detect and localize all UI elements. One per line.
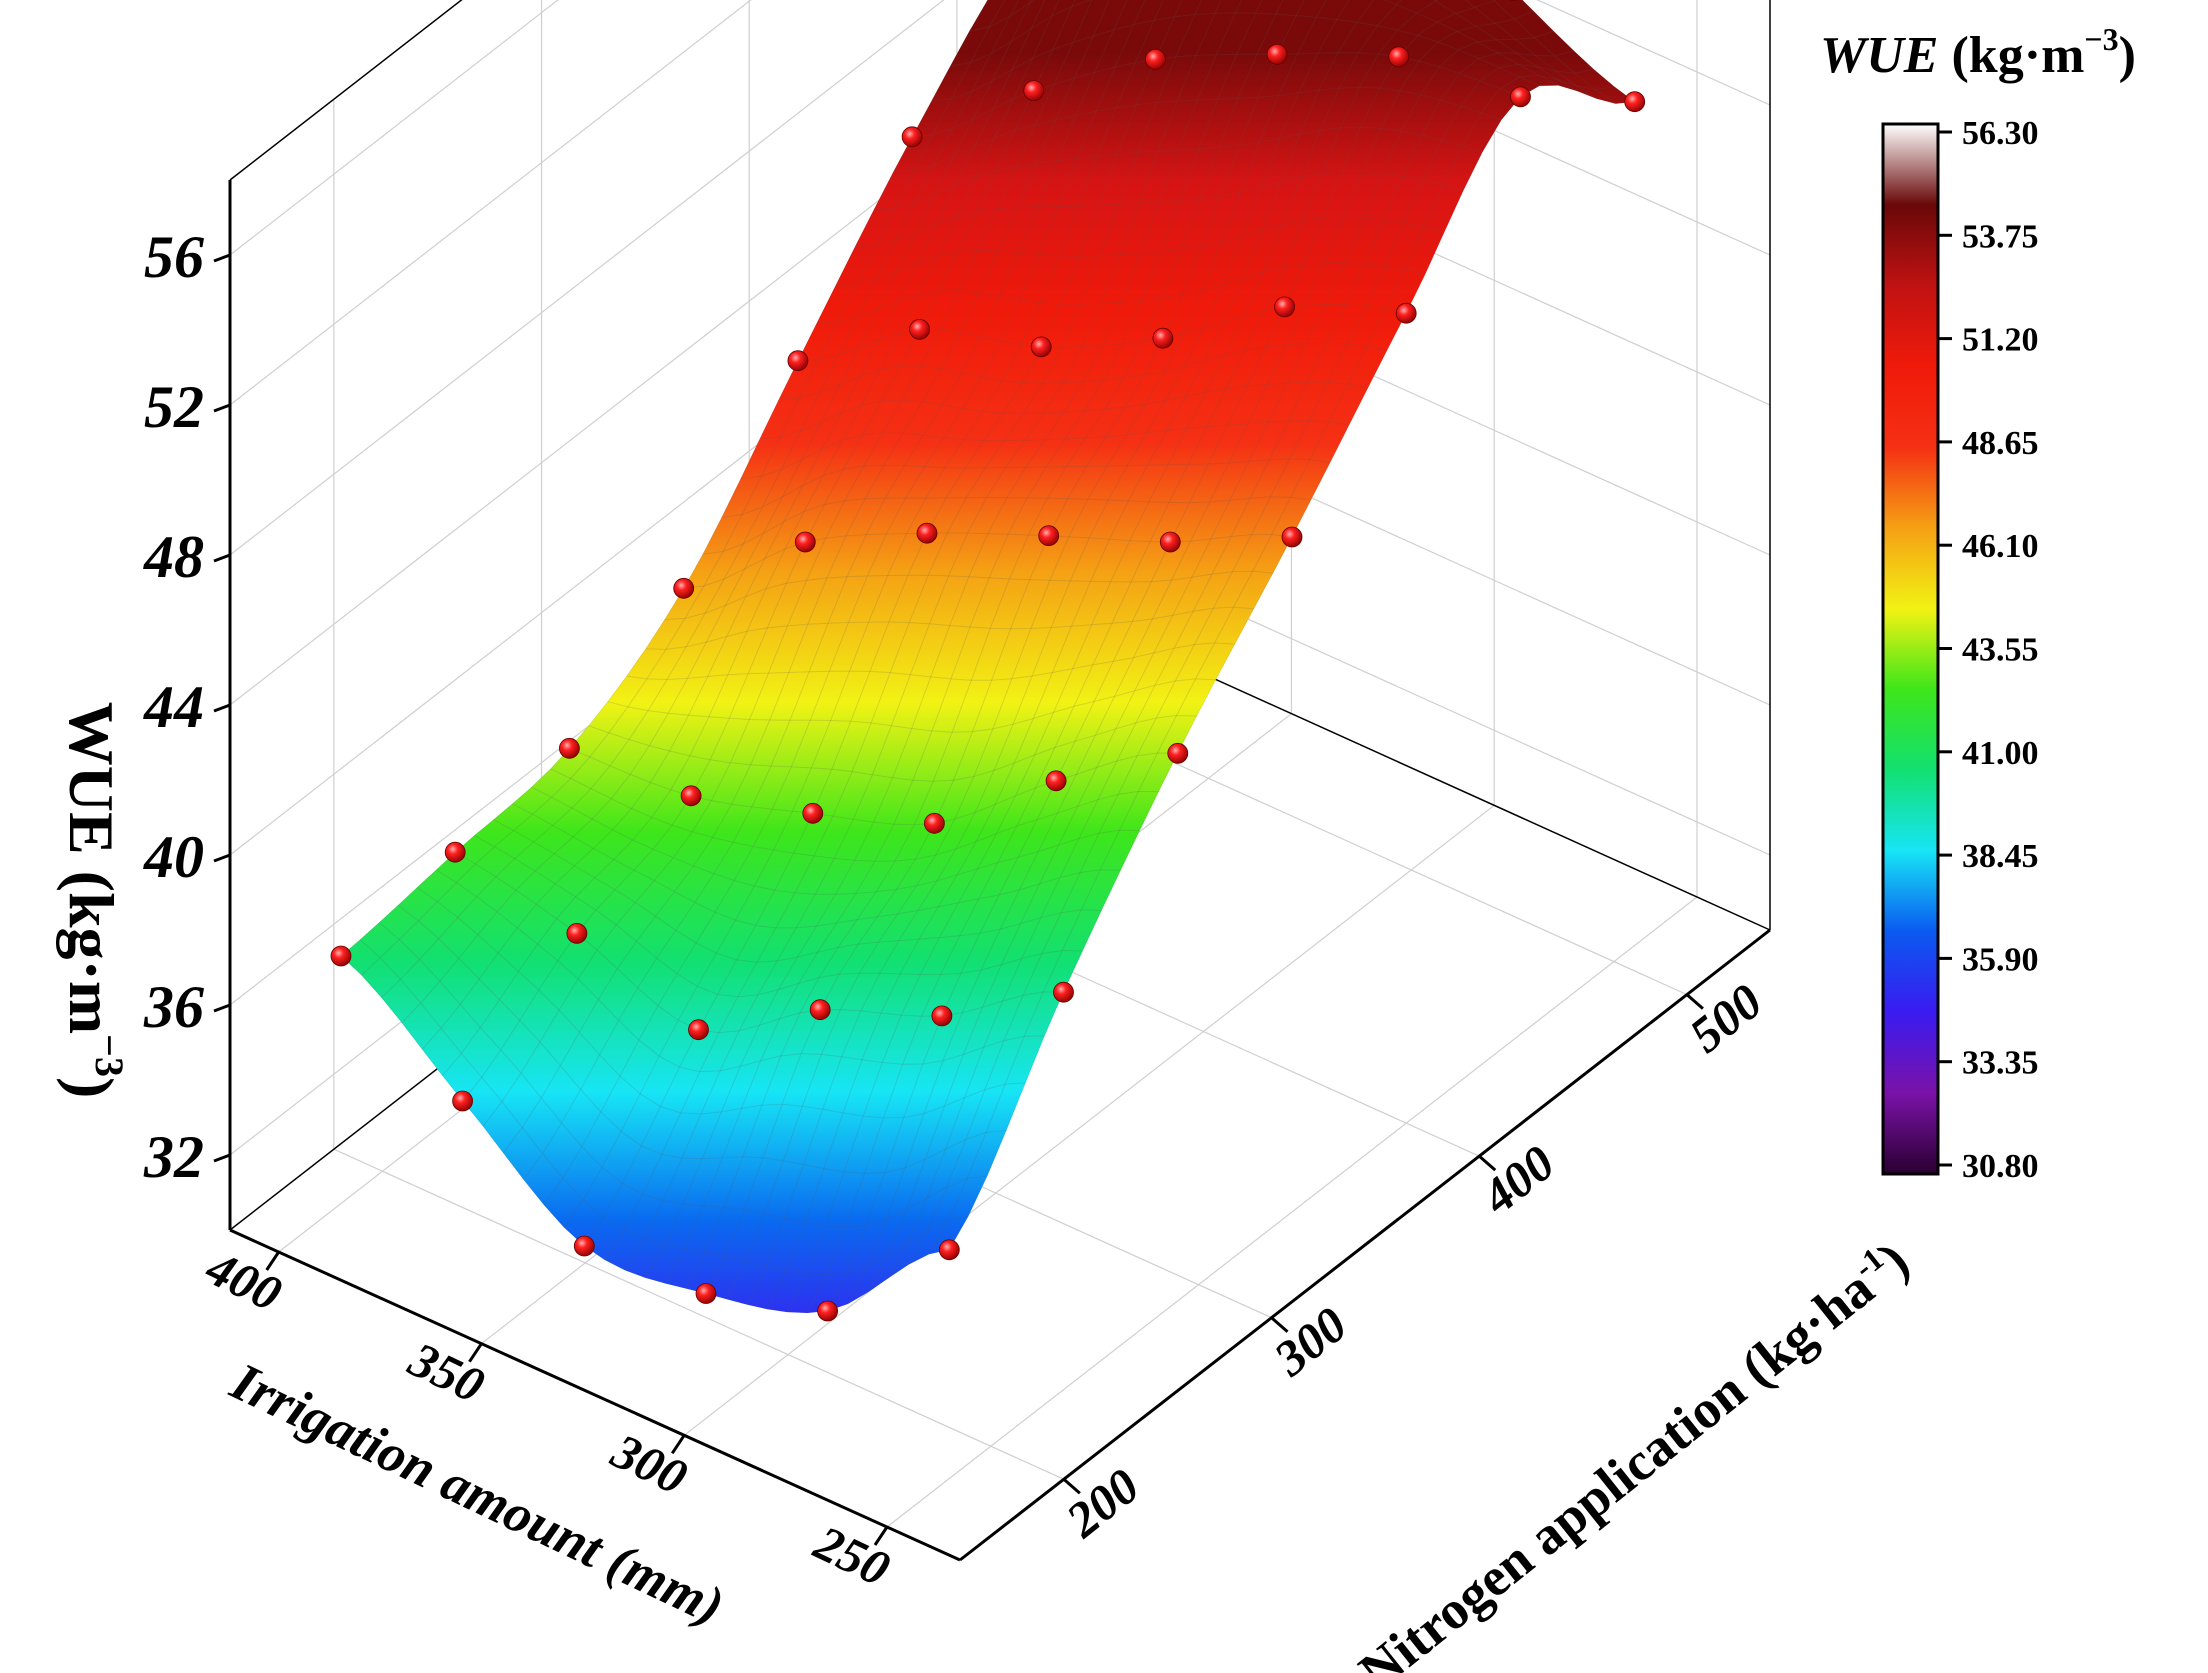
data-point — [916, 522, 938, 544]
y-tick-label: 200 — [1055, 1457, 1149, 1548]
data-point — [452, 1090, 474, 1112]
colorbar-tick-label: 53.75 — [1962, 218, 2039, 255]
z-tick-label: 56 — [144, 224, 204, 290]
colorbar-tick-label: 56.30 — [1962, 115, 2039, 152]
data-point — [924, 812, 945, 834]
y-tick-label: 400 — [1470, 1134, 1564, 1225]
y-tick-label: 300 — [1263, 1296, 1357, 1387]
z-tick-label: 40 — [143, 824, 204, 890]
z-tick-label: 52 — [144, 374, 204, 440]
colorbar-tick-label: 43.55 — [1962, 632, 2039, 669]
colorbar-tick-label: 51.20 — [1962, 322, 2039, 359]
y-axis-title: Nitrogen application (kg·ha-1) — [1347, 1229, 1919, 1673]
colorbar-tick-label: 35.90 — [1962, 941, 2039, 978]
z-tick-label: 44 — [143, 674, 204, 740]
data-point — [1274, 296, 1295, 318]
data-point — [1145, 48, 1166, 70]
data-point — [1167, 742, 1189, 764]
data-point — [673, 577, 695, 599]
colorbar-tick-label: 41.00 — [1962, 735, 2039, 772]
colorbar-tick-label: 46.10 — [1962, 528, 2039, 565]
data-point — [909, 318, 930, 340]
colorbar-tick-label: 30.80 — [1962, 1148, 2039, 1185]
data-point — [566, 923, 588, 944]
data-point — [1053, 981, 1074, 1003]
data-point — [1388, 46, 1410, 68]
data-point — [559, 737, 580, 759]
z-axis-title: WUE (kg·m−3) — [56, 702, 132, 1099]
z-tick-label: 32 — [143, 1124, 204, 1190]
data-point — [938, 1239, 960, 1261]
observed-points — [330, 0, 1646, 1322]
data-point — [680, 785, 702, 807]
data-point — [1030, 336, 1052, 358]
data-point — [1023, 80, 1045, 101]
data-point — [1045, 770, 1067, 792]
colorbar-legend: WUE (kg·m−3) 56.30 53.75 51.20 48.65 46.10 43… — [1820, 21, 2136, 1185]
data-point — [1510, 86, 1531, 108]
data-point — [1395, 302, 1417, 324]
data-point — [787, 350, 809, 372]
data-point — [931, 1005, 953, 1027]
data-point — [1508, 0, 1518, 1]
colorbar-gradient — [1881, 122, 1940, 1176]
colorbar-tick-label: 33.35 — [1962, 1045, 2039, 1082]
data-point — [1152, 327, 1174, 349]
data-point — [1159, 531, 1181, 553]
data-point — [573, 1235, 595, 1257]
data-point — [444, 841, 466, 863]
colorbar-title: WUE (kg·m−3) — [1820, 21, 2136, 84]
data-point — [1266, 43, 1288, 65]
data-point — [330, 945, 352, 967]
colorbar-tick-label: 38.45 — [1962, 838, 2039, 875]
y-tick-label: 500 — [1679, 973, 1773, 1064]
data-point — [802, 802, 824, 824]
z-tick-label: 48 — [143, 524, 204, 590]
data-point — [809, 999, 831, 1021]
z-tick-label: 36 — [143, 974, 204, 1040]
data-point — [1624, 91, 1646, 113]
data-point — [695, 1283, 717, 1304]
data-point — [688, 1019, 709, 1041]
data-point — [1038, 525, 1060, 547]
data-point — [817, 1300, 838, 1322]
data-point — [1281, 526, 1303, 548]
data-point — [794, 531, 816, 553]
colorbar-tick-label: 48.65 — [1962, 425, 2039, 462]
data-point — [901, 126, 923, 148]
